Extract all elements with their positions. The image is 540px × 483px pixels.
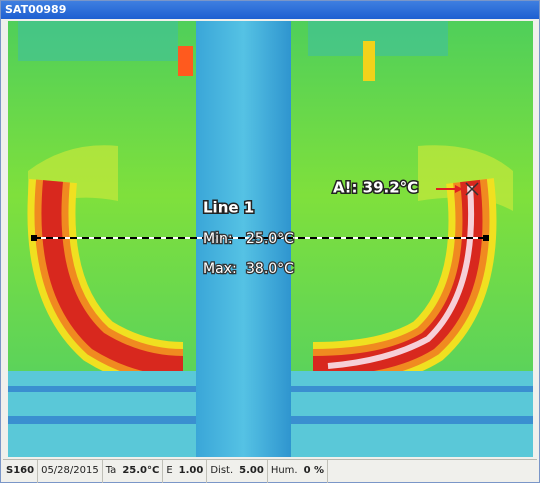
hum-label: Hum. [270, 465, 298, 476]
spot-marker [465, 182, 479, 196]
window-title: SAT00989 [1, 1, 539, 19]
dist-label: Dist. [210, 465, 234, 476]
spot-arrow [455, 185, 463, 193]
line-endpoint [31, 235, 37, 241]
model: S160 [6, 465, 35, 476]
e-label: E [166, 465, 173, 476]
hum-value: 0 % [303, 465, 325, 476]
hottest-core [327, 185, 475, 369]
max-label: Max: [203, 261, 237, 277]
dist-value: 5.00 [239, 465, 264, 476]
max-value: 38.0°C [246, 261, 294, 277]
hot-spot [178, 46, 193, 76]
region [308, 21, 448, 56]
status-bar: S160 05/28/2015 Ta 25.0°C E 1.00 Dist. 5… [3, 459, 537, 483]
thermal-image: Line 1 Min: 25.0°C Max: 38.0°C A!: 39.2°… [8, 21, 533, 457]
line-label: Line 1 [203, 199, 254, 217]
line-endpoint [483, 235, 489, 241]
hot-arc [41, 180, 184, 376]
hot-spot [363, 41, 375, 81]
min-label: Min: [203, 231, 233, 247]
date: 05/28/2015 [38, 460, 103, 483]
ta-value: 25.0°C [122, 465, 160, 476]
ta-label: Ta [105, 465, 117, 476]
min-value: 25.0°C [246, 231, 294, 247]
spot-label: A!: 39.2°C [333, 179, 418, 197]
region [18, 21, 178, 61]
e-value: 1.00 [178, 465, 204, 476]
